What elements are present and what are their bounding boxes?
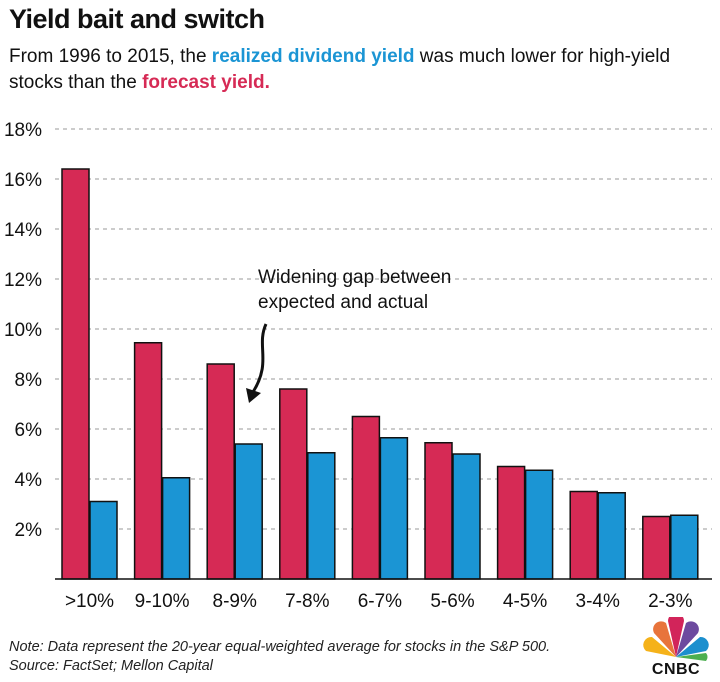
- bar-chart: 2% 4% 6% 8% 10% 12% 14% 16% 18% >10% 9-10% 8-9% 7-8…: [4, 120, 712, 612]
- subtitle-part1: From 1996 to 2015, the: [9, 46, 212, 67]
- bar-realized: [597, 492, 626, 580]
- y-tick-label: 18%: [4, 120, 42, 141]
- bar-realized: [234, 443, 263, 580]
- y-tick-label: 8%: [15, 370, 43, 391]
- y-tick-label: 4%: [15, 470, 43, 491]
- x-tick-label: 2-3%: [648, 591, 692, 612]
- x-tick-label: 9-10%: [135, 591, 190, 612]
- x-tick-label: >10%: [65, 591, 114, 612]
- y-tick-label: 10%: [4, 320, 42, 341]
- y-tick-label: 2%: [15, 520, 43, 541]
- subtitle-part2: was much lower for high-yield stocks tha…: [9, 46, 671, 93]
- annotation-arrow-head: [246, 388, 261, 403]
- annotation-arrow-shaft: [251, 323, 268, 393]
- x-tick-label: 3-4%: [576, 591, 620, 612]
- bar-forecast: [569, 490, 598, 580]
- chart-note: Note: Data represent the 20-year equal-w…: [9, 638, 550, 676]
- chart-title: Yield bait and switch: [9, 4, 265, 34]
- y-tick-label: 12%: [4, 270, 42, 291]
- bar-realized: [89, 500, 118, 580]
- source-line: Source: FactSet; Mellon Capital: [9, 658, 213, 674]
- peacock-icon: [643, 613, 709, 661]
- cnbc-logo: CNBC: [636, 613, 716, 679]
- bar-realized: [670, 514, 699, 580]
- x-tick-label: 4-5%: [503, 591, 547, 612]
- realized-legend-label: realized dividend yield: [211, 46, 415, 67]
- bar-forecast: [424, 442, 453, 580]
- bar-forecast: [133, 342, 163, 580]
- bar-realized: [524, 469, 554, 580]
- bar-forecast: [496, 465, 526, 580]
- x-tick-label: 6-7%: [358, 591, 402, 612]
- chart-subtitle: From 1996 to 2015, the realized dividend…: [9, 44, 709, 96]
- x-axis-labels: >10% 9-10% 8-9% 7-8% 6-7% 5-6% 4-5% 3-4% 2-3%: [65, 591, 693, 612]
- bar-realized: [307, 452, 336, 580]
- bar-forecast: [351, 415, 381, 580]
- bars: [61, 168, 699, 580]
- bar-realized: [379, 437, 409, 580]
- logo-text: CNBC: [651, 661, 701, 678]
- bar-forecast: [642, 515, 671, 580]
- annotation: Widening gap between expected and actual: [246, 267, 451, 403]
- annotation-line1: Widening gap between: [258, 267, 451, 288]
- x-tick-label: 8-9%: [213, 591, 257, 612]
- bar-realized: [161, 477, 191, 580]
- x-tick-label: 7-8%: [285, 591, 329, 612]
- y-tick-label: 6%: [15, 420, 43, 441]
- y-tick-label: 14%: [4, 220, 42, 241]
- bar-forecast: [61, 168, 90, 580]
- forecast-legend-label: forecast yield.: [142, 72, 270, 93]
- y-axis-labels: 2% 4% 6% 8% 10% 12% 14% 16% 18%: [4, 120, 42, 541]
- note-line1: Note: Data represent the 20-year equal-w…: [9, 639, 551, 655]
- bar-forecast: [206, 363, 235, 580]
- x-tick-label: 5-6%: [430, 591, 474, 612]
- annotation-line2: expected and actual: [258, 292, 428, 313]
- y-tick-label: 16%: [4, 170, 42, 191]
- bar-realized: [452, 453, 481, 580]
- bar-forecast: [279, 388, 308, 580]
